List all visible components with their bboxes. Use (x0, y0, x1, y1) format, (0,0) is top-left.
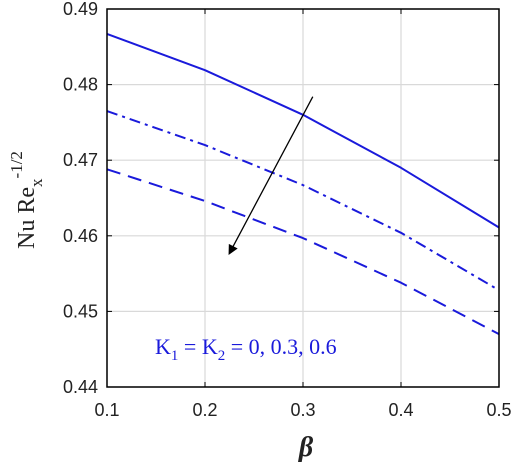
arrow (228, 96, 314, 255)
x-tick-label: 0.1 (94, 400, 119, 420)
x-axis-label: β (298, 432, 314, 463)
y-tick-label: 0.47 (63, 150, 98, 170)
x-tick-label: 0.2 (192, 400, 217, 420)
y-tick-label: 0.48 (63, 75, 98, 95)
y-tick-label: 0.45 (63, 301, 98, 321)
series-line-3-dashed (106, 168, 500, 335)
x-tick-label: 0.3 (290, 400, 315, 420)
annotation-k-values: K1 = K2 = 0, 0.3, 0.6 (155, 334, 337, 364)
y-tick-label: 0.44 (63, 377, 98, 397)
series-line-2-dashdot (106, 110, 500, 292)
ticks: 0.1 0.2 0.3 0.4 0.5 0.44 0.45 0.46 0.47 0.48 0.49 (63, 0, 512, 420)
y-tick-label: 0.46 (63, 226, 98, 246)
grid (106, 8, 500, 388)
x-tick-label: 0.4 (388, 400, 413, 420)
y-axis-label: Nu Rex-1/2 (7, 151, 46, 249)
y-tick-label: 0.49 (63, 0, 98, 19)
trend-arrow (228, 96, 314, 255)
x-tick-label: 0.5 (486, 400, 511, 420)
